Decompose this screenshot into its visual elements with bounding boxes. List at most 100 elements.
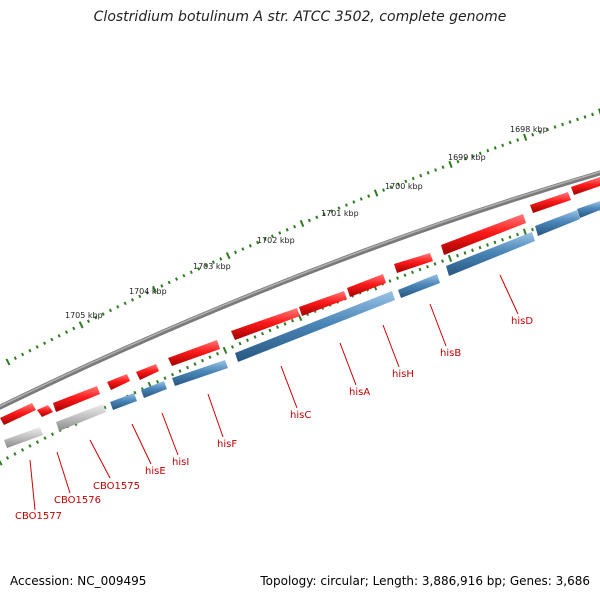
scale-tick — [13, 356, 17, 360]
scale-tick — [285, 228, 289, 232]
scale-tick — [43, 341, 47, 345]
scale-tick — [145, 291, 149, 295]
scale-tick — [546, 127, 549, 132]
scale-tick — [290, 318, 295, 323]
scale-tick — [50, 432, 55, 436]
cds-bar-blue[interactable] — [577, 201, 600, 218]
gene-label-hisc[interactable]: hisC — [290, 410, 311, 421]
scale-tick — [225, 251, 231, 260]
cds-bar-blue[interactable] — [446, 232, 535, 276]
scale-tick — [35, 345, 39, 349]
gene-label-cbo1577[interactable]: CBO1577 — [15, 511, 62, 522]
gene-label-cbo1576[interactable]: CBO1576 — [54, 495, 101, 506]
scale-tick — [182, 273, 186, 278]
scale-tick — [13, 452, 17, 456]
gene-arrow-red[interactable] — [53, 386, 100, 412]
scale-tick — [20, 448, 25, 452]
genome-summary-text: Topology: circular; Length: 3,886,916 bp… — [260, 574, 590, 588]
scale-tick — [170, 372, 175, 377]
scale-tick — [293, 224, 297, 229]
scale-tick — [167, 280, 171, 285]
cds-bar-blue[interactable] — [535, 210, 580, 236]
gene-label-hisb[interactable]: hisB — [440, 348, 461, 359]
scale-tick — [178, 369, 182, 373]
scale-tick — [222, 346, 228, 354]
scale-tick — [426, 264, 429, 269]
scale-tick — [200, 358, 205, 363]
cds-bar-blue[interactable] — [398, 274, 440, 298]
scale-tick — [471, 248, 474, 253]
map-title: Clostridium botulinum A str. ATCC 3502, … — [93, 9, 507, 25]
scale-tick — [5, 456, 10, 460]
scale-tick — [373, 189, 379, 197]
scale-tick — [238, 341, 242, 346]
scale-tick — [28, 444, 32, 448]
gene-label-hisf[interactable]: hisF — [217, 439, 237, 450]
gene-label-hisa[interactable]: hisA — [349, 387, 370, 398]
scale-tick — [463, 251, 467, 255]
cds-bar-blue[interactable] — [141, 381, 167, 398]
scale-label-1705: 1705 kbp — [65, 311, 103, 320]
scale-tick — [208, 355, 212, 359]
scale-tick — [133, 390, 137, 395]
gene-label-hisd[interactable]: hisD — [511, 316, 533, 327]
scale-tick — [108, 308, 113, 313]
scale-tick — [553, 125, 557, 129]
scale-tick — [433, 262, 437, 266]
scale-tick — [471, 154, 475, 158]
scale-tick — [94, 315, 98, 320]
scale-tick — [508, 140, 512, 145]
gene-arrow-red[interactable] — [37, 405, 53, 417]
scale-tick — [123, 301, 127, 306]
gene-label-hise[interactable]: hisE — [145, 466, 166, 477]
gene-arrow-red[interactable] — [571, 177, 600, 195]
scale-tick — [367, 194, 371, 198]
gene-label-hish[interactable]: hisH — [392, 369, 414, 380]
accession-text: Accession: NC_009495 — [10, 574, 147, 588]
scale-label-1702: 1702 kbp — [257, 236, 295, 245]
scale-tick — [583, 115, 587, 119]
scale-tick — [263, 237, 267, 242]
scale-tick — [404, 179, 408, 184]
gene-label-hisi[interactable]: hisI — [172, 457, 189, 468]
scale-tick — [86, 319, 91, 324]
cds-bar-blue[interactable] — [235, 291, 395, 362]
gene-arrow-red[interactable] — [299, 291, 347, 316]
gene-arrow-red[interactable] — [136, 364, 159, 380]
forward-gene-track — [0, 177, 600, 425]
scale-tick — [64, 330, 69, 334]
scale-tick — [411, 176, 415, 181]
gene-leader-lines — [29, 274, 519, 511]
scale-tick — [448, 160, 453, 169]
scale-tick — [72, 326, 76, 331]
scale-tick — [403, 273, 407, 277]
gene-arrow-red[interactable] — [231, 308, 300, 340]
cds-bar-gray[interactable] — [56, 404, 106, 431]
scale-tick — [344, 203, 348, 207]
gene-arrow-red[interactable] — [530, 192, 571, 213]
scale-tick — [152, 285, 157, 293]
scale-tick — [299, 219, 305, 228]
cds-bar-gray[interactable] — [4, 427, 43, 448]
gene-arrow-red[interactable] — [0, 403, 36, 425]
outer-tick-ring — [5, 108, 600, 366]
scale-tick — [591, 112, 594, 117]
scale-tick — [241, 247, 245, 251]
scale-tick — [508, 235, 512, 239]
cds-bar-blue[interactable] — [172, 360, 228, 386]
scale-tick — [441, 165, 445, 169]
gene-arrow-red[interactable] — [441, 214, 526, 255]
gene-arrow-red[interactable] — [107, 374, 130, 390]
scale-tick — [138, 294, 142, 299]
scale-tick — [260, 331, 265, 336]
gene-label-cbo1575[interactable]: CBO1575 — [93, 481, 140, 492]
gene-arrow-red[interactable] — [168, 340, 220, 366]
cds-bar-blue[interactable] — [110, 393, 137, 410]
scale-tick — [531, 227, 534, 232]
scale-tick — [189, 270, 193, 275]
scale-tick — [396, 276, 399, 280]
gene-arrow-red[interactable] — [394, 253, 433, 273]
scale-tick — [419, 173, 423, 178]
gene-arrow-red[interactable] — [347, 274, 386, 297]
scale-tick — [197, 267, 201, 271]
